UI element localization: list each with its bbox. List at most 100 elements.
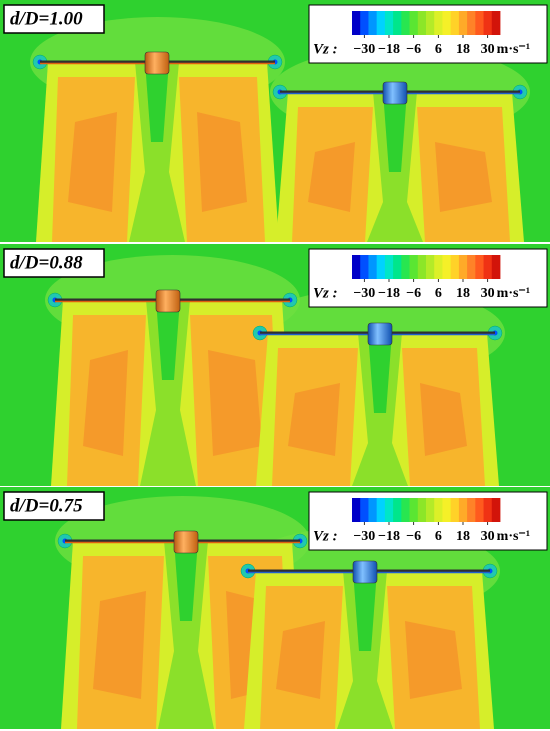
colorbar-tick-label: 18: [456, 529, 470, 544]
colorbar-tick-label: 30: [481, 529, 495, 544]
title-box: [3, 248, 105, 278]
hub-shadow: [158, 541, 214, 729]
color-band: [458, 498, 468, 522]
colorbar-tick-label: 6: [435, 286, 442, 301]
wake-peak: [435, 142, 492, 212]
color-band: [442, 11, 452, 35]
color-band: [475, 11, 484, 35]
color-band: [409, 498, 419, 522]
color-band: [368, 11, 378, 35]
color-band: [393, 11, 402, 35]
panel: d/D=0.88 Vz : −30 −18 −6 6 18 30 m·s⁻¹: [0, 244, 550, 486]
color-band: [368, 498, 378, 522]
color-band: [384, 255, 394, 279]
panel: d/D=0.75 Vz : −30 −18 −6 6 18 30 m·s⁻¹: [0, 487, 550, 729]
color-band: [368, 255, 378, 279]
hub-shadow: [140, 300, 196, 486]
hub: [144, 51, 170, 75]
hub-shadow: [174, 541, 198, 621]
colorbar-tick-label: −18: [378, 529, 400, 544]
color-band: [483, 11, 493, 35]
color-band: [434, 255, 443, 279]
hub: [352, 560, 378, 584]
color-band: [442, 255, 452, 279]
wake-peak: [308, 142, 355, 212]
colorbar-tick-label: 6: [435, 42, 442, 57]
color-band: [467, 255, 476, 279]
color-band: [450, 11, 460, 35]
panel-title: d/D=0.75: [10, 495, 83, 516]
color-band: [376, 11, 386, 35]
color-band: [467, 11, 476, 35]
wake-peak: [288, 383, 340, 456]
color-band: [467, 498, 476, 522]
colorbar-tick-label: 30: [481, 286, 495, 301]
colorbar-tick-label: −18: [378, 286, 400, 301]
colorbar-tick-label: 30: [481, 42, 495, 57]
color-band: [475, 498, 484, 522]
color-band: [352, 11, 361, 35]
title-box: [3, 491, 105, 521]
color-band: [376, 498, 386, 522]
hub-shadow: [383, 92, 407, 172]
color-band: [352, 255, 361, 279]
colorbar-tick-label: 18: [456, 286, 470, 301]
colorbar-label: Vz :: [313, 528, 338, 544]
hub-shadow: [368, 333, 392, 413]
colorbar-label: Vz :: [313, 285, 338, 301]
colorbar-tick-label: 18: [456, 42, 470, 57]
color-band: [434, 498, 443, 522]
colorbar-tick-label: −6: [406, 529, 421, 544]
colorbar-unit: m·s⁻¹: [497, 529, 530, 544]
color-band: [401, 255, 410, 279]
wake-peak: [405, 621, 462, 699]
color-band: [458, 255, 468, 279]
colorbar-label: Vz :: [313, 41, 338, 57]
color-band: [483, 255, 493, 279]
color-band: [393, 255, 402, 279]
hub: [382, 81, 408, 105]
color-band: [426, 255, 435, 279]
panel-title: d/D=1.00: [10, 8, 83, 29]
color-band: [442, 498, 452, 522]
color-band: [360, 11, 369, 35]
color-band: [401, 11, 410, 35]
color-band: [417, 498, 427, 522]
colorbar-tick-label: −6: [406, 286, 421, 301]
color-band: [450, 498, 460, 522]
color-band: [401, 498, 410, 522]
hub-shadow: [353, 571, 377, 651]
color-band: [417, 255, 427, 279]
hub: [367, 322, 393, 346]
colorbar-unit: m·s⁻¹: [497, 42, 530, 57]
color-band: [434, 11, 443, 35]
panel-title: d/D=0.88: [10, 252, 83, 273]
color-band: [393, 498, 402, 522]
wake-peak: [93, 591, 146, 699]
color-band: [426, 498, 435, 522]
title-box: [3, 4, 105, 34]
wake-peak: [208, 350, 262, 456]
colorbar-tick-label: 6: [435, 529, 442, 544]
hub-shadow: [145, 62, 169, 142]
hub-shadow: [129, 62, 185, 242]
color-band: [376, 255, 386, 279]
wake-peak: [68, 112, 117, 212]
hub: [173, 530, 199, 554]
colorbar-tick-label: −30: [353, 42, 375, 57]
color-band: [458, 11, 468, 35]
wake-peak: [420, 383, 467, 456]
color-band: [360, 255, 369, 279]
color-band: [409, 255, 419, 279]
wake-peak: [197, 112, 247, 212]
wake-peak: [83, 350, 128, 456]
wake-peak: [276, 621, 325, 699]
color-band: [352, 498, 361, 522]
hub: [155, 289, 181, 313]
colorbar-tick-label: −6: [406, 42, 421, 57]
color-band: [491, 498, 501, 522]
colorbar-tick-label: −30: [353, 529, 375, 544]
colorbar-unit: m·s⁻¹: [497, 286, 530, 301]
color-band: [426, 11, 435, 35]
